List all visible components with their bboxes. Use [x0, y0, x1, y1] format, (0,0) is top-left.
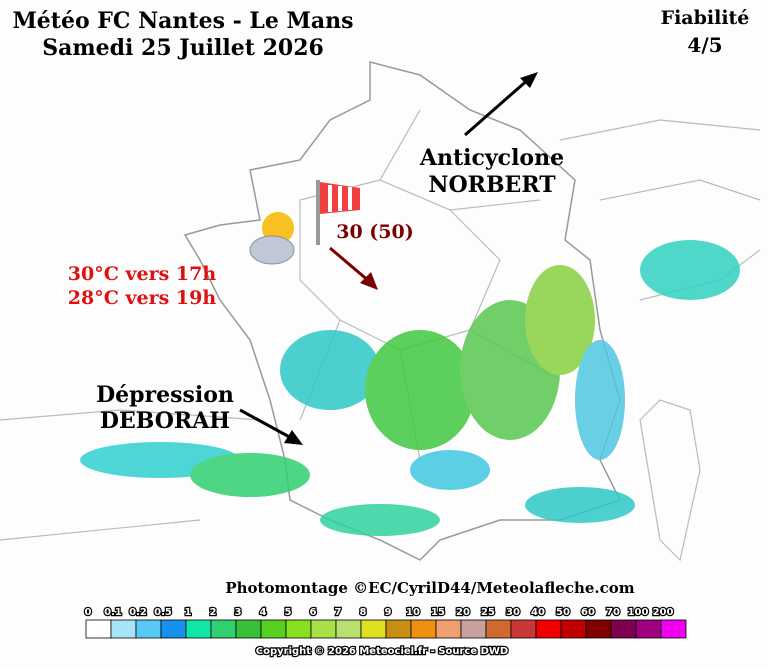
legend-swatch — [210, 619, 237, 639]
arrow — [464, 76, 531, 137]
legend-swatch — [110, 619, 137, 639]
legend-swatch — [435, 619, 462, 639]
legend-label: 40 — [531, 607, 545, 618]
anticyclone: Anticyclone — [419, 145, 564, 171]
wind-sock-stripes — [328, 185, 352, 212]
icons — [249, 180, 360, 265]
legend-swatch — [510, 619, 537, 639]
legend-swatch — [610, 619, 637, 639]
legend-swatch — [310, 619, 337, 639]
anticyclone-name: NORBERT — [428, 172, 556, 198]
photomontage-credit: Photomontage ©EC/CyrilD44/Meteolafleche.… — [225, 579, 634, 597]
arrow-head — [360, 272, 378, 290]
arrow-head — [520, 72, 538, 88]
arrow — [329, 246, 371, 284]
title: Météo FC Nantes - Le Mans — [12, 8, 353, 34]
legend-label: 2 — [210, 607, 217, 618]
legend-swatch — [185, 619, 212, 639]
legend-label: 25 — [481, 607, 495, 618]
legend-swatch — [460, 619, 487, 639]
arrow — [239, 408, 296, 442]
arrow-head — [284, 430, 303, 445]
legend-swatch — [385, 619, 412, 639]
reliability: 4/5 — [687, 33, 722, 57]
legend-swatch — [535, 619, 562, 639]
legend-label: 15 — [431, 607, 445, 618]
legend-label: 200 — [653, 607, 674, 618]
legend-swatch — [285, 619, 312, 639]
legend-swatch — [135, 619, 162, 639]
temperature: 28°C vers 19h — [68, 287, 217, 309]
legend-label: 60 — [581, 607, 595, 618]
legend-label: 0.5 — [154, 607, 172, 618]
legend-label: 10 — [406, 607, 420, 618]
legend-swatch — [235, 619, 262, 639]
legend-swatch — [160, 619, 187, 639]
copyright: Copyright © 2026 Meteociel.fr - Source D… — [256, 646, 508, 657]
legend-label: 4 — [260, 607, 267, 618]
arrows — [239, 72, 538, 445]
precipitation — [80, 240, 740, 536]
legend-label: 20 — [456, 607, 470, 618]
cloud-icon — [249, 235, 295, 265]
depression-name: DEBORAH — [100, 408, 230, 434]
reliability-label: Fiabilité — [661, 7, 750, 29]
legend-swatch — [660, 619, 687, 639]
legend-label: 5 — [285, 607, 292, 618]
legend-label: 30 — [506, 607, 520, 618]
legend: 0 0.1 0.2 0.5 1 2 3 4 5 6 7 8 9 10 15 20 25 30 40 50 60 70 100… — [83, 606, 687, 639]
legend-label: 8 — [360, 607, 367, 618]
legend-label: 9 — [385, 607, 392, 618]
legend-swatch — [635, 619, 662, 639]
legend-label: 6 — [310, 607, 317, 618]
depression: Dépression — [96, 382, 234, 408]
legend-swatch — [560, 619, 587, 639]
wind-speed: 30 (50) — [336, 221, 413, 243]
date: Samedi 25 Juillet 2026 — [42, 35, 324, 61]
legend-label: 100 — [628, 607, 649, 618]
legend-label: 3 — [235, 607, 242, 618]
legend-swatch — [585, 619, 612, 639]
legend-swatch — [335, 619, 362, 639]
legend-swatch — [485, 619, 512, 639]
legend-label: 0 — [85, 607, 92, 618]
legend-label: 1 — [185, 607, 192, 618]
legend-label: 70 — [606, 607, 620, 618]
legend-swatch — [410, 619, 437, 639]
legend-swatch — [85, 619, 112, 639]
temperature: 30°C vers 17h — [68, 263, 217, 285]
legend-label: 0.2 — [129, 607, 147, 618]
legend-swatch — [360, 619, 387, 639]
legend-label: 50 — [556, 607, 570, 618]
legend-label: 0.1 — [104, 607, 122, 618]
legend-label: 7 — [335, 607, 342, 618]
legend-swatch — [260, 619, 287, 639]
